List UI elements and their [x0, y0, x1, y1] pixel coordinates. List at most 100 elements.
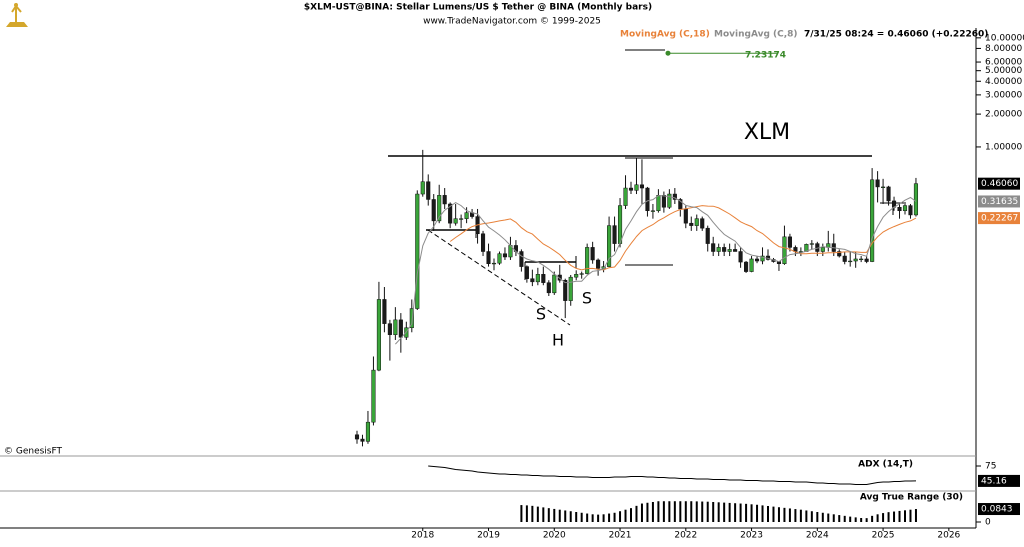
- candle-body: [568, 276, 573, 301]
- candle-body: [393, 319, 398, 335]
- indicator-bar: [772, 506, 775, 522]
- x-tick-label: 2021: [609, 531, 632, 541]
- indicator-bar: [657, 501, 660, 522]
- indicator-bar: [893, 511, 896, 522]
- indicator-bar: [788, 508, 791, 522]
- indicator-bar: [821, 512, 824, 522]
- indicator-bar: [767, 506, 769, 522]
- indicator-bar: [619, 511, 622, 522]
- indicator-bar: [558, 509, 561, 522]
- candle-body: [579, 273, 584, 275]
- candle-body: [360, 438, 365, 442]
- indicator-bar: [668, 501, 671, 522]
- moving-average-line: [449, 205, 917, 271]
- candle-body: [459, 218, 464, 220]
- candle-body: [596, 259, 601, 269]
- indicator-bar: [799, 509, 802, 522]
- x-tick-label: 2024: [806, 531, 829, 541]
- indicator-bar: [580, 512, 583, 522]
- indicator-bar: [909, 509, 912, 522]
- indicator-bar: [887, 512, 890, 522]
- candle-body: [853, 258, 858, 262]
- logo: [6, 2, 28, 27]
- value-box: [978, 503, 1020, 516]
- indicator-bar: [706, 501, 709, 522]
- candle-body: [464, 212, 469, 219]
- legend-entry: MovingAvg (C,18): [620, 30, 710, 40]
- candle-body: [656, 195, 661, 212]
- x-tick-label: 2018: [411, 531, 434, 541]
- indicator-bar: [613, 512, 616, 522]
- value-box: [978, 212, 1020, 225]
- annotation: S: [536, 305, 546, 324]
- candle-body: [502, 253, 508, 258]
- candle-body: [612, 225, 617, 244]
- indicator-bar: [854, 517, 857, 522]
- indicator-bar: [860, 518, 863, 522]
- candle-body: [678, 199, 683, 210]
- candle-body: [754, 258, 760, 262]
- candle-body: [787, 236, 792, 248]
- indicator-bar: [723, 502, 726, 522]
- indicator-bar: [547, 508, 550, 522]
- y-tick-label: 2.00000: [985, 110, 1022, 120]
- candle-body: [557, 274, 562, 281]
- indicator-bar: [756, 504, 759, 522]
- candle-body: [820, 247, 825, 252]
- candle-body: [645, 187, 650, 212]
- candle-body: [398, 319, 403, 338]
- indicator-bar: [777, 507, 780, 522]
- indicator-bar: [640, 503, 643, 522]
- indicator-bar: [794, 509, 797, 522]
- candle-body: [415, 193, 420, 309]
- candle-body: [426, 181, 431, 200]
- indicator-bar: [624, 509, 627, 522]
- indicator-bar: [646, 502, 649, 522]
- candle-body: [387, 323, 392, 335]
- indicator-bar: [810, 511, 813, 522]
- candle-body: [437, 195, 442, 222]
- x-tick-label: 2023: [740, 531, 763, 541]
- candle-body: [667, 193, 672, 208]
- y-tick-label: 4.00000: [985, 77, 1022, 87]
- indicator-bar: [597, 514, 600, 522]
- indicator-bar: [630, 508, 632, 522]
- candle-body: [864, 258, 869, 262]
- indicator-bar: [734, 503, 737, 522]
- indicator-bar: [865, 518, 868, 522]
- y-tick-label: 5.00000: [985, 66, 1022, 76]
- watermark: © GenesisFT: [4, 447, 63, 457]
- candle-body: [371, 369, 376, 423]
- candle-body: [782, 236, 787, 264]
- indicator-bar: [679, 501, 682, 522]
- candle-body: [574, 274, 579, 278]
- candle-body: [760, 255, 765, 262]
- candle-body: [607, 225, 612, 267]
- y-tick-label: 1.00000: [985, 142, 1022, 152]
- y-tick-label: 3.00000: [985, 90, 1022, 100]
- candle-body: [442, 195, 447, 205]
- candle-body: [908, 205, 913, 216]
- candle-body: [650, 210, 655, 212]
- indicator-bar: [536, 506, 539, 522]
- legend-entry: MovingAvg (C,8): [714, 30, 798, 40]
- candle-body: [870, 179, 875, 262]
- indicator-bar: [843, 515, 846, 522]
- candle-body: [727, 249, 732, 252]
- value-box-label: 0.22267: [981, 214, 1018, 224]
- indicator-bar: [651, 502, 654, 522]
- candle-body: [661, 195, 666, 208]
- indicator-bar: [882, 513, 885, 522]
- target-label: 7.23174: [745, 51, 786, 61]
- value-box-label: 0.31635: [981, 197, 1018, 207]
- candle-body: [711, 243, 716, 252]
- candle-body: [842, 255, 847, 262]
- candle-body: [519, 251, 524, 267]
- y-tick-label: 10.00000: [985, 33, 1024, 43]
- candle-body: [744, 261, 749, 272]
- x-tick-label: 2022: [674, 531, 697, 541]
- value-box-label: 0.0843: [981, 505, 1013, 515]
- indicator-bar: [591, 514, 594, 522]
- panel-title: Avg True Range (30): [860, 493, 963, 503]
